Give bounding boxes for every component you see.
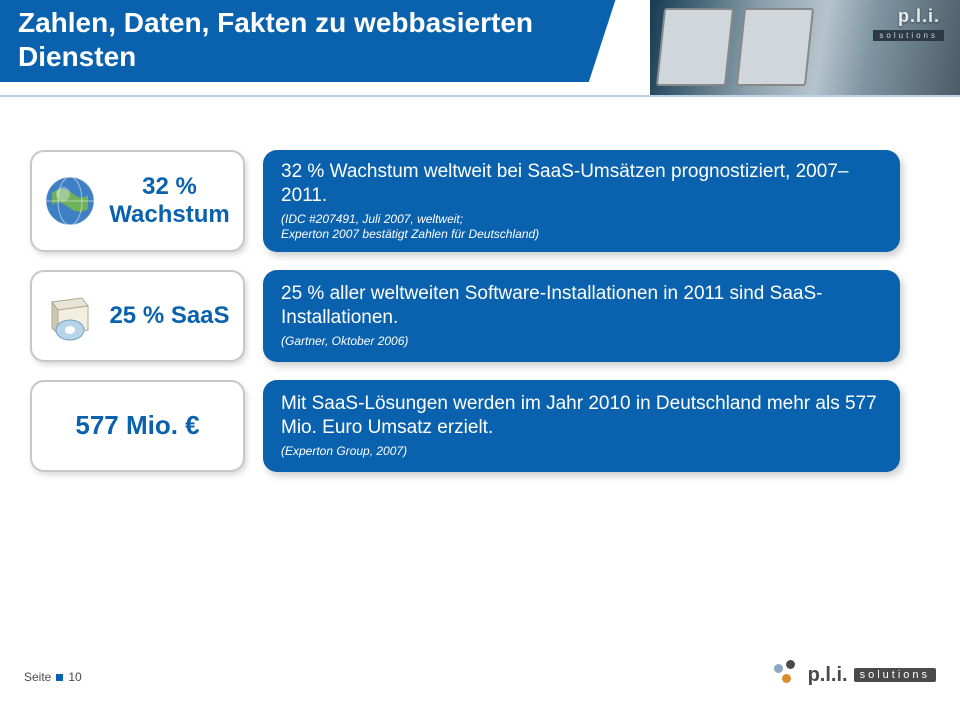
slide: p.l.i. solutions Zahlen, Daten, Fakten z… [0,0,960,702]
footer-logo-sub: solutions [854,668,936,682]
logo-dot [786,660,795,669]
page-indicator: Seite 10 [24,670,82,684]
logo-dot [774,664,783,673]
title-line-1: Zahlen, Daten, Fakten zu webbasierten [18,6,618,40]
page-number: 10 [68,670,81,684]
logo-dots-icon [772,660,802,690]
software-box-icon [42,288,98,344]
header-logo-text: p.l.i. [898,6,940,27]
slide-footer: Seite 10 p.l.i. solutions [0,654,960,702]
fact-badge: 25 % SaaS [30,270,245,362]
page-square-icon [56,674,63,681]
fact-description: 32 % Wachstum weltweit bei SaaS-Umsätzen… [263,150,900,252]
header-photo: p.l.i. solutions [650,0,960,95]
footer-logo: p.l.i. solutions [772,660,936,690]
header-logo-sub: solutions [873,30,944,41]
photo-panel [736,8,814,86]
logo-dot [782,674,791,683]
fact-description: Mit SaaS-Lösungen werden im Jahr 2010 in… [263,380,900,472]
globe-icon [42,173,98,229]
fact-main-text: 25 % aller weltweiten Software-Installat… [281,282,882,330]
badge-label: 25 % SaaS [106,302,233,330]
page-label: Seite [24,670,51,684]
header-underline [0,95,960,97]
fact-main-text: 32 % Wachstum weltweit bei SaaS-Umsätzen… [281,160,882,208]
title-line-2: Diensten [18,40,618,74]
logo-letters: p.l.i. [898,6,940,26]
fact-row: 32 % Wachstum 32 % Wachstum weltweit bei… [30,150,900,252]
content-area: 32 % Wachstum 32 % Wachstum weltweit bei… [30,150,900,490]
badge-label: 577 Mio. € [42,411,233,441]
fact-main-text: Mit SaaS-Lösungen werden im Jahr 2010 in… [281,392,882,440]
fact-badge: 577 Mio. € [30,380,245,472]
slide-title: Zahlen, Daten, Fakten zu webbasierten Di… [18,6,618,73]
fact-source: (Experton Group, 2007) [281,444,882,459]
slide-header: p.l.i. solutions Zahlen, Daten, Fakten z… [0,0,960,110]
fact-source: (Gartner, Oktober 2006) [281,334,882,349]
fact-row: 25 % SaaS 25 % aller weltweiten Software… [30,270,900,362]
fact-source: (IDC #207491, Juli 2007, weltweit; Exper… [281,212,882,242]
fact-row: 577 Mio. € Mit SaaS-Lösungen werden im J… [30,380,900,472]
badge-label: 32 % Wachstum [106,173,233,228]
fact-badge: 32 % Wachstum [30,150,245,252]
photo-panel [656,8,734,86]
fact-description: 25 % aller weltweiten Software-Installat… [263,270,900,362]
footer-logo-text: p.l.i. [808,664,848,687]
